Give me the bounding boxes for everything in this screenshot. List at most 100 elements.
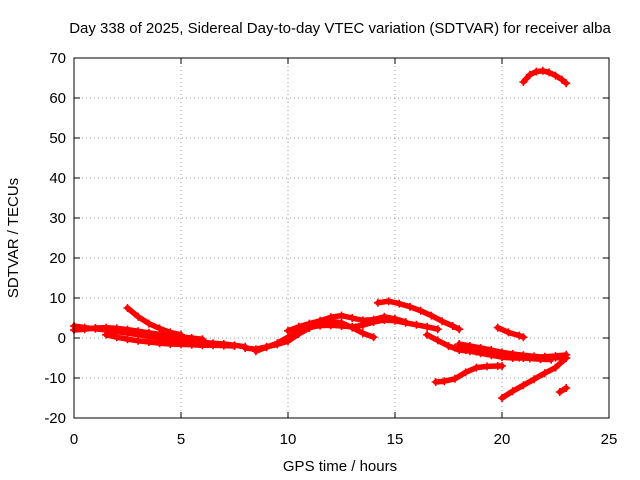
data-point	[369, 333, 378, 342]
series-layer	[70, 66, 571, 402]
x-axis-label: GPS time / hours	[283, 458, 397, 475]
x-tick-label: 15	[387, 431, 404, 448]
data-point	[358, 316, 367, 325]
data-point	[358, 329, 367, 338]
data-point	[536, 355, 545, 364]
data-point	[562, 384, 571, 392]
data-point	[373, 298, 382, 307]
series-track-6	[251, 316, 442, 356]
data-point	[401, 318, 410, 326]
data-point	[427, 311, 436, 320]
series-track-8	[373, 297, 464, 334]
data-point	[557, 75, 566, 84]
data-point	[515, 353, 524, 362]
series-track-14	[498, 354, 571, 402]
data-point	[166, 328, 175, 337]
data-point	[395, 299, 404, 308]
data-point	[91, 324, 100, 332]
y-tick-label: 50	[49, 130, 66, 147]
series-track-11	[450, 343, 556, 364]
y-tick-label: 60	[49, 90, 66, 107]
x-tick-label: 0	[70, 431, 78, 448]
y-tick-label: 0	[58, 330, 66, 347]
data-point	[562, 79, 571, 88]
series-line	[253, 317, 441, 354]
data-point	[134, 336, 143, 345]
data-point	[337, 322, 346, 330]
series-track-16	[519, 66, 571, 88]
data-point	[80, 325, 89, 334]
x-tick-label: 25	[601, 431, 618, 448]
data-point	[519, 78, 528, 86]
series-track-4	[123, 304, 185, 339]
data-point	[284, 326, 292, 335]
data-point	[461, 368, 470, 377]
data-point	[348, 322, 357, 331]
data-point	[155, 324, 164, 333]
data-point	[483, 362, 492, 371]
data-point	[251, 347, 260, 356]
data-point	[337, 311, 346, 320]
y-tick-label: 70	[49, 50, 66, 67]
data-point	[326, 321, 335, 330]
data-point	[508, 387, 517, 396]
series-track-15	[555, 384, 571, 396]
grid-layer	[74, 58, 609, 418]
data-point	[461, 346, 470, 354]
data-point	[483, 349, 492, 358]
data-point	[515, 331, 524, 340]
data-point	[123, 335, 132, 344]
data-point	[472, 347, 481, 356]
data-point	[348, 314, 357, 322]
data-point	[316, 316, 325, 325]
y-tick-label: -10	[44, 370, 66, 387]
data-point	[123, 304, 132, 312]
data-point	[102, 330, 111, 339]
series-track-13	[493, 323, 528, 342]
data-point	[444, 342, 453, 350]
data-point	[198, 341, 207, 350]
data-point	[525, 70, 534, 79]
data-point	[504, 352, 513, 361]
data-point	[241, 344, 250, 352]
data-point	[530, 375, 539, 384]
y-tick-label: 40	[49, 170, 66, 187]
data-point	[405, 302, 414, 311]
data-point	[438, 317, 447, 326]
data-point	[177, 340, 185, 349]
data-point	[504, 328, 513, 337]
series-track-3	[102, 330, 239, 350]
data-point	[551, 71, 560, 80]
data-point	[144, 338, 153, 346]
data-point	[123, 325, 132, 334]
data-point	[525, 354, 534, 363]
y-tick-label: 30	[49, 210, 66, 227]
data-point	[209, 341, 218, 350]
data-point	[423, 322, 432, 331]
plot-frame	[73, 57, 610, 419]
y-axis-label: SDTVAR / TECUs	[5, 178, 22, 298]
data-point	[380, 312, 389, 321]
tick-layer: 0 5 10 15 20 25 -20 -10 0 10 20 30 40 50 60 70	[44, 50, 617, 448]
data-point	[455, 325, 464, 334]
data-point	[433, 325, 442, 334]
data-point	[416, 306, 425, 315]
data-point	[493, 350, 502, 359]
data-point	[448, 322, 457, 330]
series-line	[432, 363, 505, 385]
data-point	[177, 330, 185, 339]
data-point	[498, 394, 506, 402]
data-point	[384, 297, 393, 306]
data-point	[187, 340, 196, 349]
data-point	[134, 312, 143, 321]
y-tick-label: 10	[49, 290, 66, 307]
x-tick-label: 5	[177, 431, 185, 448]
data-point	[305, 319, 314, 328]
data-point	[547, 355, 556, 364]
data-point	[562, 354, 571, 362]
data-point	[326, 313, 335, 322]
data-point	[538, 66, 547, 75]
data-point	[551, 363, 560, 372]
data-point	[102, 323, 111, 332]
